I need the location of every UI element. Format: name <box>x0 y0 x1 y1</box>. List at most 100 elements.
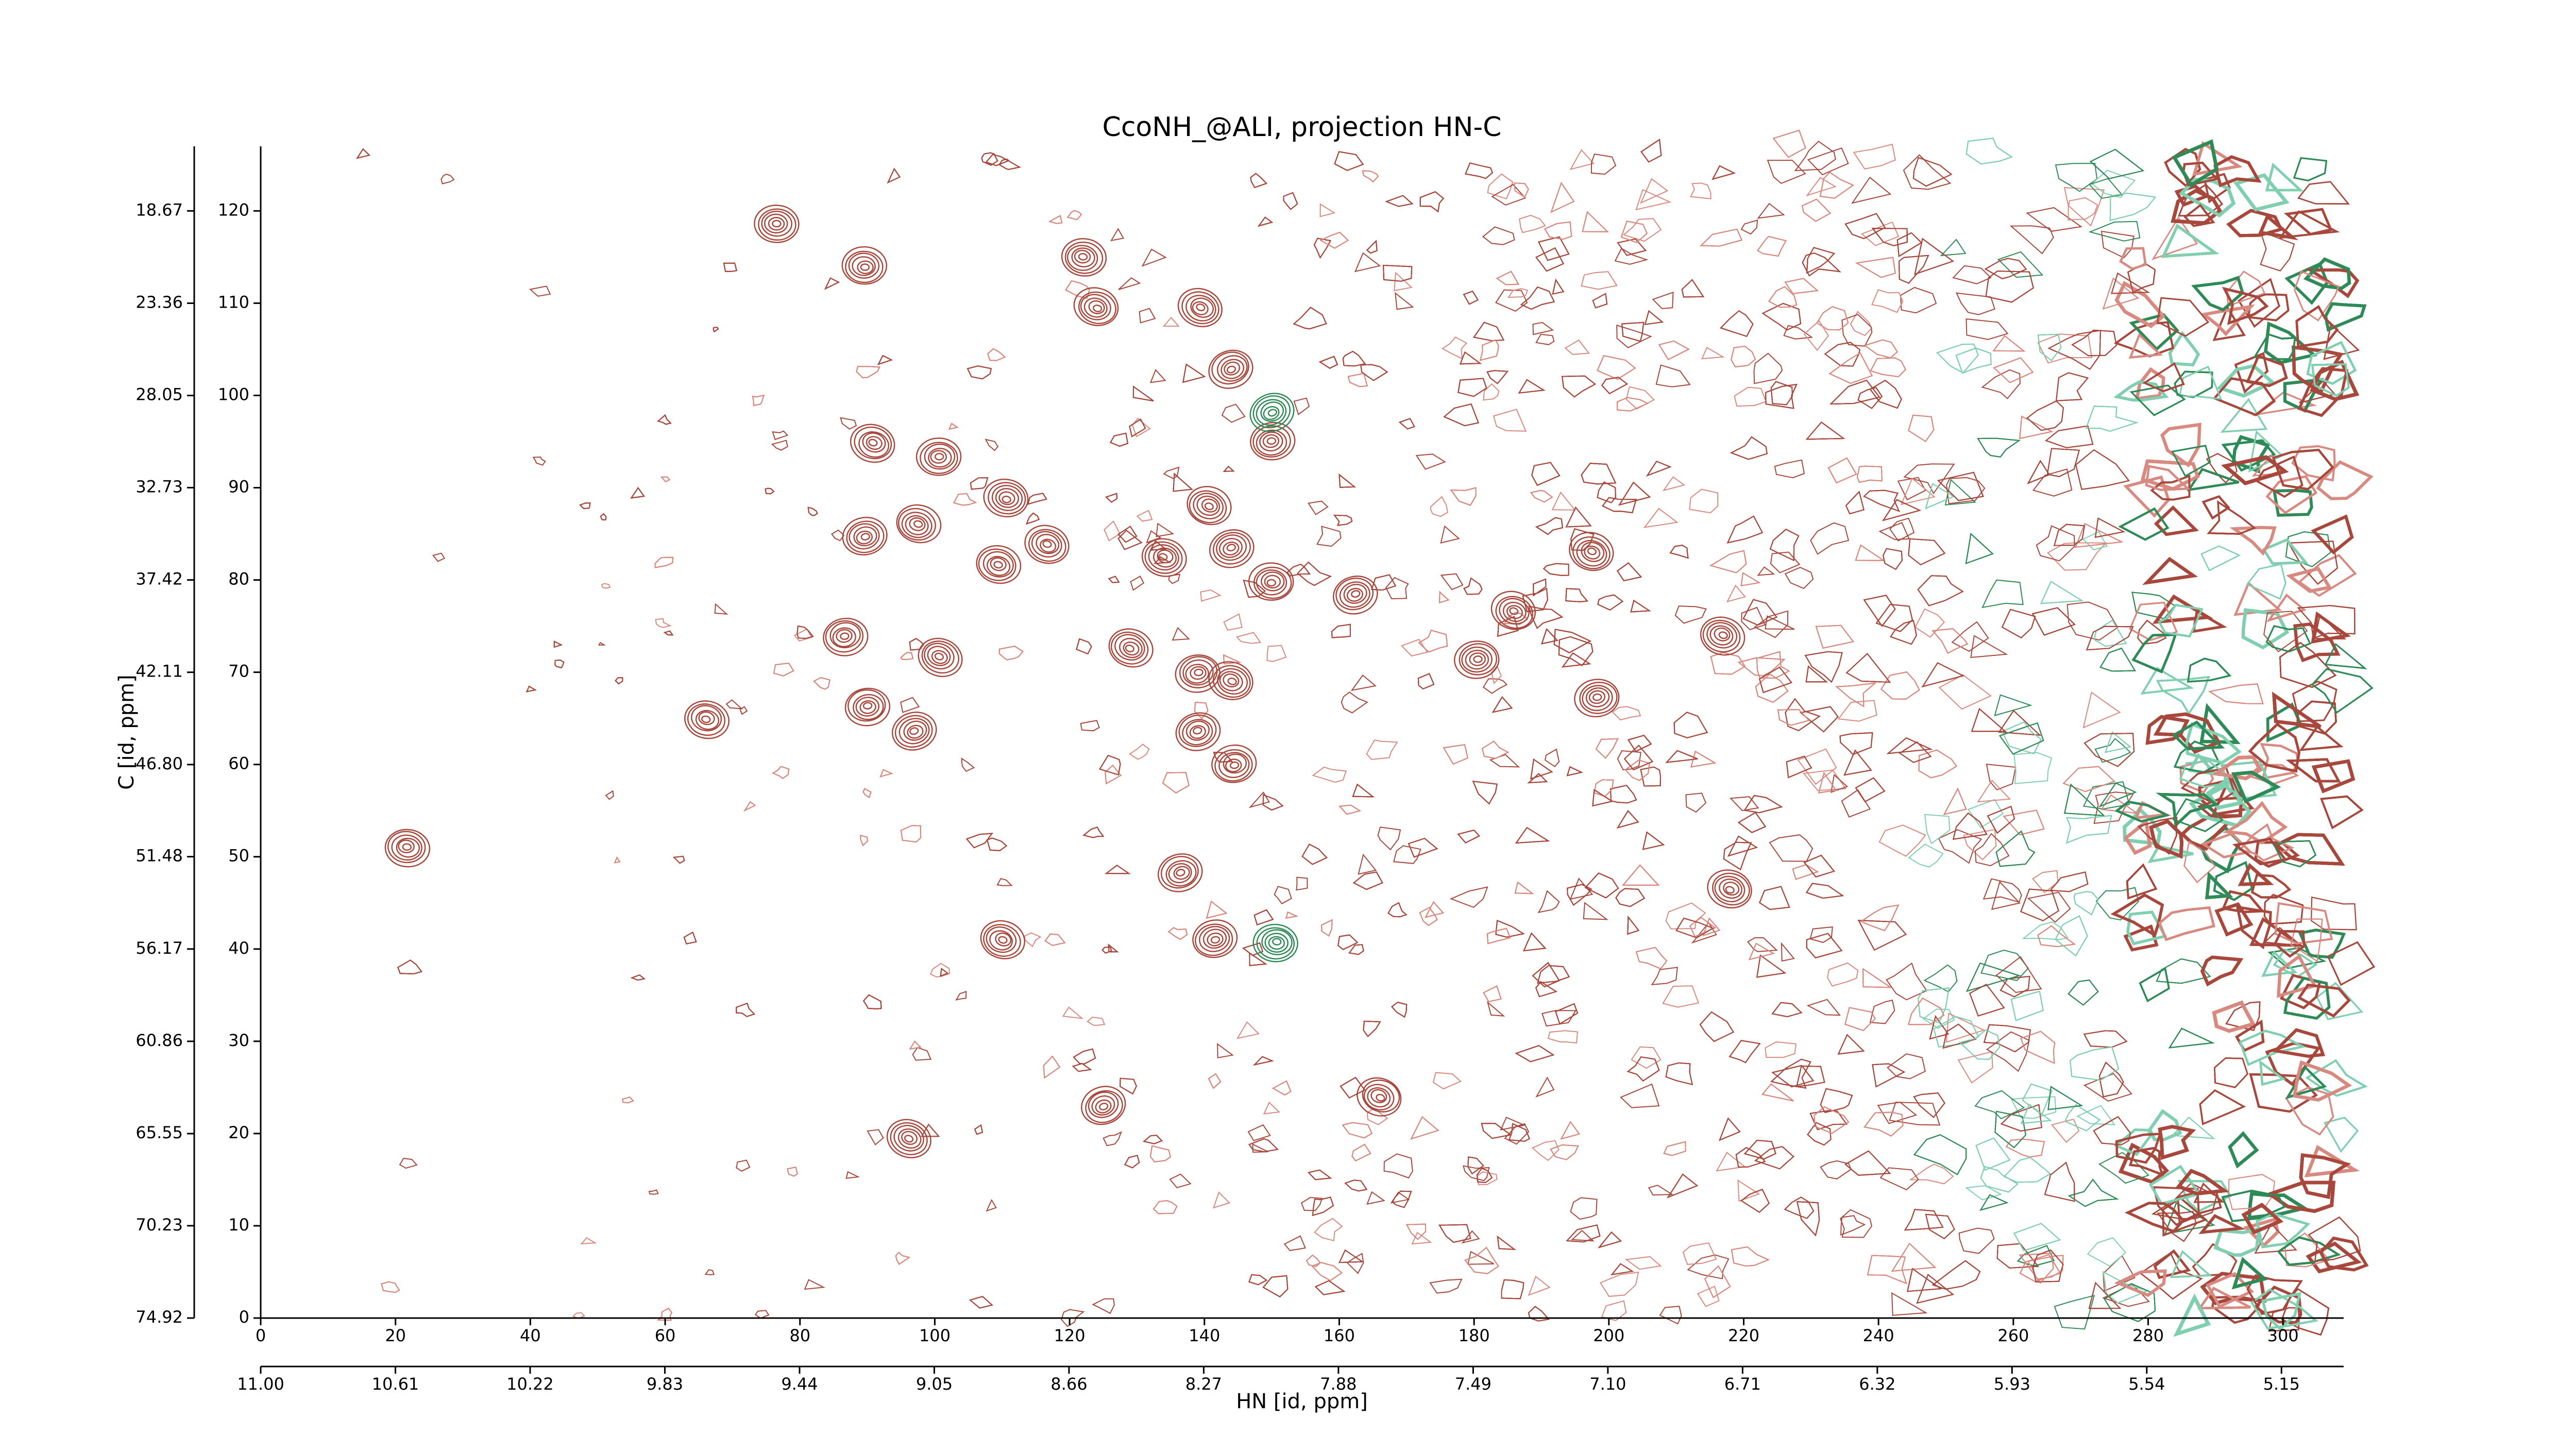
noise-contour <box>1917 575 1964 606</box>
contour-ring <box>1267 409 1277 417</box>
noise-contour <box>1781 942 1795 962</box>
noise-contour <box>1371 574 1397 591</box>
noise-contour <box>860 835 869 847</box>
noise-contour <box>1730 796 1759 812</box>
noise-contour <box>2292 1060 2352 1102</box>
noise-contour <box>2047 330 2102 370</box>
noise-contour <box>1689 488 1719 514</box>
noise-contour <box>1624 759 1650 781</box>
noise-contour <box>1756 651 1790 679</box>
noise-contour <box>2085 406 2139 432</box>
noise-contour <box>2145 715 2190 745</box>
noise-contour <box>2045 425 2094 448</box>
contour-ring <box>991 485 1023 511</box>
peak <box>1157 853 1203 892</box>
noise-contour <box>615 677 623 685</box>
noise-contour <box>1992 335 2026 352</box>
noise-contour <box>1266 645 1287 662</box>
noise-contour <box>1550 1144 1579 1160</box>
noise-contour <box>2094 738 2131 763</box>
noise-contour <box>1663 1141 1686 1156</box>
noise-contour <box>1523 932 1547 952</box>
noise-contour <box>2179 365 2222 400</box>
noise-contour <box>2246 354 2288 387</box>
contour-ring <box>1339 581 1370 608</box>
noise-contour <box>2311 668 2374 714</box>
noise-contour <box>1167 927 1188 940</box>
noise-contour <box>1908 414 1935 443</box>
noise-contour <box>1996 1243 2039 1269</box>
noise-contour <box>1622 864 1660 886</box>
noise-contour <box>1391 1002 1408 1018</box>
noise-contour <box>1467 1251 1495 1265</box>
noise-contour <box>1774 459 1805 479</box>
noise-contour <box>1845 653 1891 683</box>
noise-contour <box>1346 1253 1364 1274</box>
noise-contour <box>2129 313 2179 351</box>
contour-ring <box>1272 938 1282 946</box>
noise-contour <box>2221 1189 2286 1222</box>
noise-contour <box>1651 967 1678 985</box>
noise-contour <box>1314 1280 1346 1295</box>
noise-contour <box>1803 320 1829 351</box>
noise-contour <box>1342 1122 1373 1139</box>
contour-ring <box>1181 291 1219 325</box>
contour-ring <box>1264 575 1281 589</box>
noise-contour <box>1385 577 1409 600</box>
noise-contour <box>2085 406 2139 432</box>
x-tick-label: 0 <box>256 1326 266 1345</box>
noise-contour <box>1472 781 1498 805</box>
noise-contour <box>2168 1027 2215 1049</box>
x2-tick-label: 11.00 <box>237 1374 284 1394</box>
noise-contour <box>725 699 743 710</box>
contour-ring <box>1193 727 1202 735</box>
noise-contour <box>1344 1179 1368 1192</box>
noise-contour <box>2001 721 2042 754</box>
noise-contour <box>1110 228 1125 242</box>
noise-contour <box>1931 1260 1981 1290</box>
contour-ring <box>1066 245 1098 271</box>
noise-contour <box>1236 1021 1260 1039</box>
noise-contour <box>1704 1265 1731 1298</box>
noise-contour <box>2005 1138 2045 1158</box>
noise-contour <box>1331 623 1351 638</box>
noise-contour <box>1550 181 1575 213</box>
contour-ring <box>891 712 937 751</box>
noise-contour <box>356 148 370 159</box>
noise-contour <box>2161 224 2219 258</box>
contour-ring <box>698 711 715 726</box>
noise-contour <box>1366 1191 1385 1205</box>
noise-contour <box>2248 722 2300 773</box>
x2-tick-label: 5.15 <box>2263 1374 2300 1394</box>
noise-contour <box>1880 671 1920 700</box>
noise-contour <box>2319 1236 2369 1272</box>
noise-contour <box>1761 1083 1794 1102</box>
noise-contour <box>1584 872 1619 899</box>
noise-contour <box>1640 139 1662 163</box>
noise-contour <box>1262 794 1284 811</box>
x-tick-label: 160 <box>1324 1326 1355 1345</box>
noise-contour <box>1515 826 1550 844</box>
noise-contour <box>2250 873 2292 899</box>
noise-contour <box>1977 779 2011 803</box>
contour-ring <box>1335 578 1374 611</box>
noise-contour <box>1925 1213 1955 1240</box>
noise-contour <box>1867 1255 1907 1285</box>
noise-contour <box>1784 278 1819 294</box>
noise-contour <box>1801 198 1832 222</box>
peak <box>918 637 963 677</box>
noise-contour <box>2156 676 2210 716</box>
noise-contour <box>1959 1029 2001 1060</box>
noise-contour <box>1993 357 2034 383</box>
noise-contour <box>1595 738 1619 759</box>
noise-contour <box>1495 289 1528 312</box>
noise-contour <box>1583 902 1609 920</box>
noise-contour <box>1545 748 1560 768</box>
noise-contour <box>1581 463 1617 485</box>
noise-contour <box>2111 272 2150 294</box>
contour-ring <box>695 710 720 730</box>
noise-contour <box>1590 153 1617 175</box>
noise-contour <box>1998 722 2044 755</box>
noise-contour <box>1306 1254 1321 1268</box>
noise-contour <box>2265 475 2318 515</box>
